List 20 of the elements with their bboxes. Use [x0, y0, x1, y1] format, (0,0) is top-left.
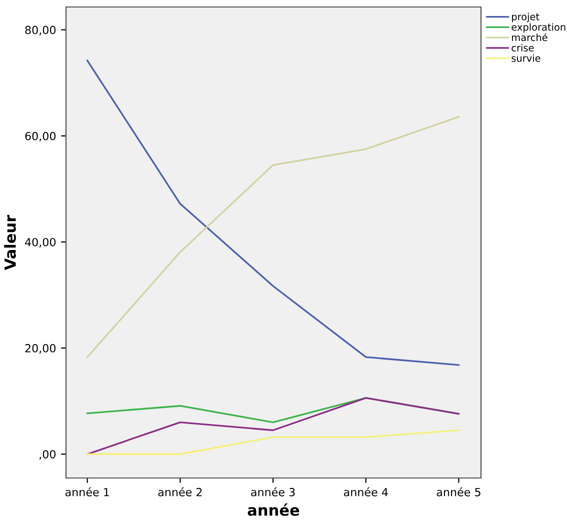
x-axis-title: année	[248, 503, 300, 516]
x-tick-label: année 2	[158, 487, 202, 496]
line-series	[86, 116, 460, 358]
x-tick-label: année 3	[251, 487, 295, 496]
y-tick-label: ,00	[39, 450, 56, 460]
x-tick-label: année 5	[436, 487, 480, 496]
y-tick-label: 60,00	[25, 132, 56, 142]
y-tick-label: 80,00	[25, 26, 56, 36]
line-series	[86, 397, 460, 455]
line-series	[86, 60, 460, 366]
legend-label: crise	[512, 44, 534, 52]
legend-label: projet	[512, 12, 540, 22]
y-tick-label: 40,00	[25, 238, 56, 248]
legend-label: exploration	[512, 23, 566, 33]
legend-label: marché	[512, 33, 548, 42]
x-tick-label: année 4	[344, 487, 388, 496]
y-axis-title: Valeur	[4, 214, 16, 270]
x-tick-label: année 1	[65, 487, 109, 496]
y-tick-label: 20,00	[25, 344, 56, 354]
legend-label: survie	[512, 54, 540, 62]
